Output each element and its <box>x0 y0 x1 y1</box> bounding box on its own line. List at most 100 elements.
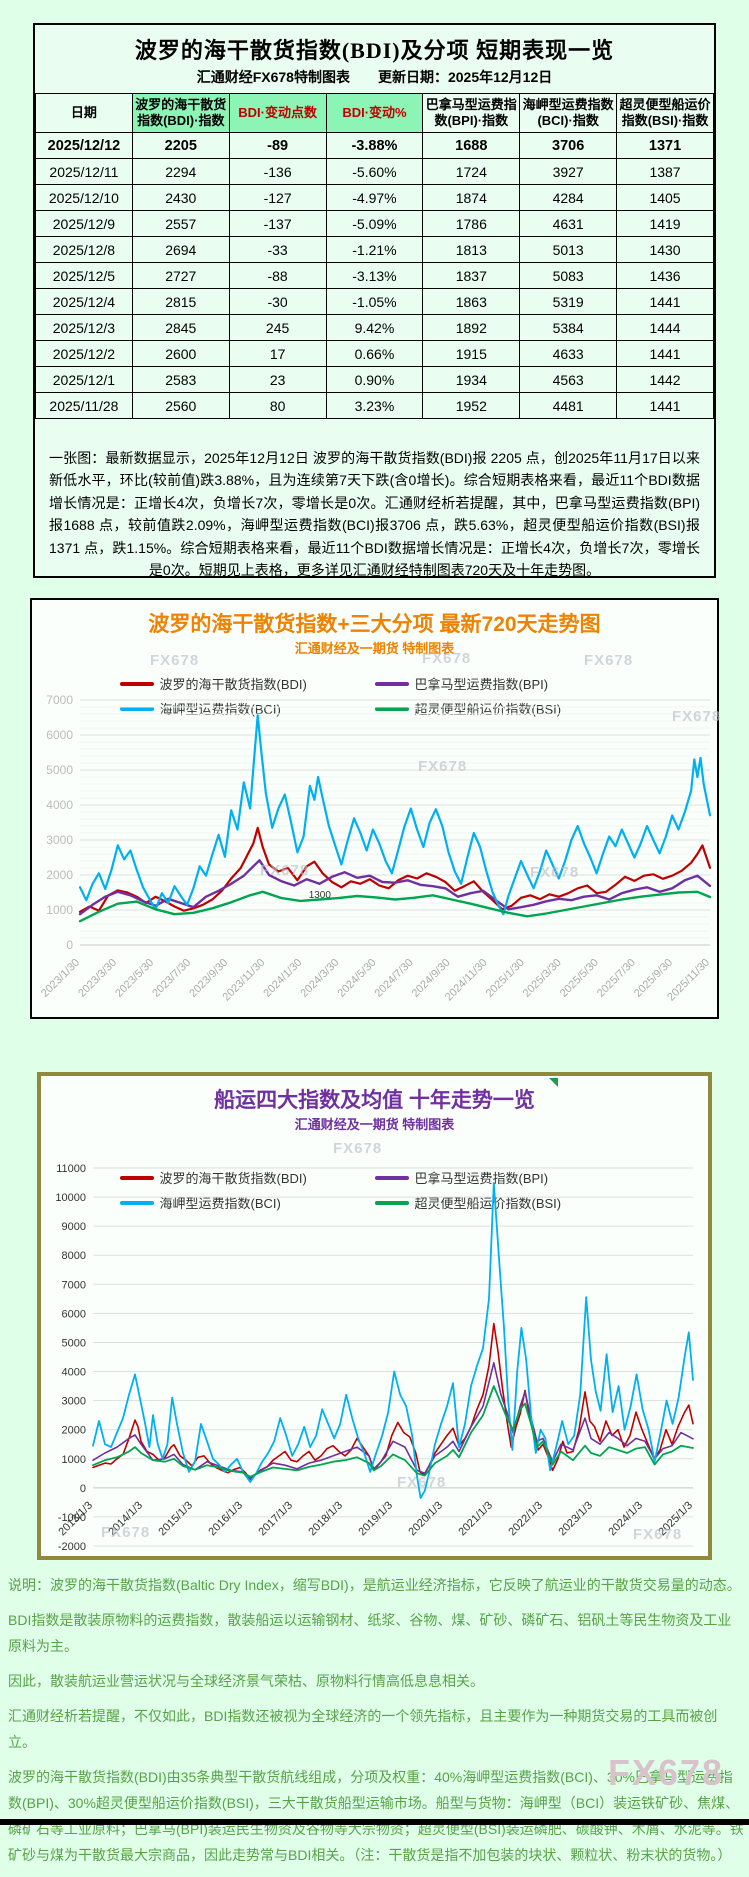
legend-swatch <box>119 1200 154 1205</box>
chart1-title: 波罗的海干散货指数+三大分项 最新720天走势图 <box>148 613 601 636</box>
table-cell: -1.05% <box>325 288 424 315</box>
svg-text:9000: 9000 <box>62 1221 86 1233</box>
svg-text:0: 0 <box>80 1483 86 1495</box>
table-cell: 2025/12/8 <box>35 236 133 263</box>
svg-text:2023/3/30: 2023/3/30 <box>76 957 119 1000</box>
table-cell: 1441 <box>616 288 714 315</box>
chart-720day-trend: 波罗的海干散货指数+三大分项 最新720天走势图 汇通财经及一期货 特制图表 波… <box>30 598 720 1019</box>
svg-text:10000: 10000 <box>55 1192 86 1204</box>
legend-item: 巴拿马型运费指数(BPI) <box>374 1168 630 1187</box>
svg-text:4000: 4000 <box>46 798 73 812</box>
column-header: 超灵便型船运价指数(BSI)·指数 <box>616 93 714 133</box>
table-cell: -1.21% <box>325 236 424 263</box>
table-cell: 2205 <box>131 132 230 159</box>
svg-text:2017/1/3: 2017/1/3 <box>256 1499 295 1538</box>
column-header: BDI·变动点数 <box>228 93 327 133</box>
svg-text:5000: 5000 <box>46 763 73 777</box>
svg-text:2022/1/3: 2022/1/3 <box>506 1499 545 1538</box>
table-row: 2025/12/2 2600 17 0.66% 1915 4633 1441 <box>35 340 714 367</box>
explanation-line: 因此，散装航运业营运状况与全球经济景气荣枯、原物料行情高低息息相关。 <box>8 1673 484 1689</box>
series-line <box>92 1182 694 1499</box>
table-cell: 1387 <box>616 158 714 185</box>
svg-text:3000: 3000 <box>46 833 73 847</box>
table-cell: 2557 <box>131 210 230 237</box>
svg-text:2024/1/30: 2024/1/30 <box>261 957 304 1000</box>
svg-text:7000: 7000 <box>46 693 73 707</box>
chart2-title: 船运四大指数及均值 十年走势一览 <box>214 1089 535 1112</box>
bottom-border <box>0 1819 749 1825</box>
table-cell: 5013 <box>519 236 618 263</box>
table-cell: 1915 <box>422 340 521 367</box>
table-cell: 2025/12/9 <box>35 210 133 237</box>
table-cell: 4633 <box>519 340 618 367</box>
table-row: 2025/12/8 2694 -33 -1.21% 1813 5013 1430 <box>35 236 714 263</box>
svg-text:2024/1/3: 2024/1/3 <box>606 1499 645 1538</box>
table-row: 2025/12/3 2845 245 9.42% 1892 5384 1444 <box>35 314 714 341</box>
table-cell: 1430 <box>616 236 714 263</box>
table-cell: 1444 <box>616 314 714 341</box>
chart2-legend: 波罗的海干散货指数(BDI) 巴拿马型运费指数(BPI) 海岬型运费指数(BCI) 超… <box>41 1168 708 1212</box>
table-cell: 1837 <box>422 262 521 289</box>
chart-10year-trend: 船运四大指数及均值 十年走势一览 汇通财经及一期货 特制图表 波罗的海干散货指数… <box>37 1072 712 1560</box>
column-header: 巴拿马型运费指数(BPI)·指数 <box>422 93 521 133</box>
table-row: 2025/12/9 2557 -137 -5.09% 1786 4631 1419 <box>35 210 714 237</box>
series-line <box>78 826 712 913</box>
svg-text:1300: 1300 <box>309 890 332 901</box>
series-line <box>92 1385 694 1478</box>
table-cell: 2025/12/10 <box>35 184 133 211</box>
table-cell: 2025/12/12 <box>35 132 133 159</box>
legend-swatch <box>374 706 409 711</box>
legend-label: 超灵便型船运价指数(BSI) <box>414 702 562 717</box>
legend-label: 超灵便型船运价指数(BSI) <box>414 1196 562 1211</box>
table-cell: 4631 <box>519 210 618 237</box>
table-cell: 2025/12/1 <box>35 366 133 393</box>
svg-text:2024/7/30: 2024/7/30 <box>373 957 416 1000</box>
svg-text:3000: 3000 <box>62 1396 86 1408</box>
table-cell: 2727 <box>131 262 230 289</box>
table-cell: 3.23% <box>325 392 424 419</box>
table-cell: 4563 <box>519 366 618 393</box>
corner-marker-icon <box>549 1078 558 1087</box>
legend-item: 超灵便型船运价指数(BSI) <box>374 699 630 718</box>
svg-text:1000: 1000 <box>46 903 73 917</box>
svg-text:6000: 6000 <box>62 1308 86 1320</box>
series-line <box>92 1362 694 1480</box>
legend-item: 海岬型运费指数(BCI) <box>119 699 375 718</box>
table-cell: 4284 <box>519 184 618 211</box>
table-row: 2025/12/10 2430 -127 -4.97% 1874 4284 1405 <box>35 184 714 211</box>
fx678-watermark: FX678 <box>608 1752 725 1793</box>
legend-label: 波罗的海干散货指数(BDI) <box>159 677 307 692</box>
table-cell: 1724 <box>422 158 521 185</box>
table-cell: -127 <box>228 184 327 211</box>
table-row: 2025/12/12 2205 -89 -3.88% 1688 3706 1371 <box>35 132 714 159</box>
table-cell: 3927 <box>519 158 618 185</box>
explanation-text: 说明：波罗的海干散货指数(Baltic Dry Index，缩写BDI)，是航运… <box>8 1572 745 1877</box>
table-cell: 2694 <box>131 236 230 263</box>
table-cell: 1952 <box>422 392 521 419</box>
bdi-short-term-panel: 波罗的海干散货指数(BDI)及分项 短期表现一览 汇通财经FX678特制图表 更新… <box>33 23 716 578</box>
svg-text:5000: 5000 <box>62 1337 86 1349</box>
chart1-legend: 波罗的海干散货指数(BDI) 巴拿马型运费指数(BPI) 海岬型运费指数(BCI) 超… <box>32 674 717 718</box>
column-header: 波罗的海干散货指数(BDI)·指数 <box>131 93 230 133</box>
table-row: 2025/11/28 2560 80 3.23% 1952 4481 1441 <box>35 392 714 419</box>
table-cell: -88 <box>228 262 327 289</box>
table-cell: 1441 <box>616 340 714 367</box>
svg-text:2000: 2000 <box>62 1425 86 1437</box>
svg-text:2025/1/3: 2025/1/3 <box>656 1499 695 1538</box>
svg-text:2018/1/3: 2018/1/3 <box>306 1499 345 1538</box>
table-cell: -137 <box>228 210 327 237</box>
table-row: 2025/12/11 2294 -136 -5.60% 1724 3927 1387 <box>35 158 714 185</box>
table-cell: 1874 <box>422 184 521 211</box>
svg-text:2024/3/30: 2024/3/30 <box>298 957 341 1000</box>
svg-text:8000: 8000 <box>62 1250 86 1262</box>
table-row: 2025/12/4 2815 -30 -1.05% 1863 5319 1441 <box>35 288 714 315</box>
table-cell: 2600 <box>131 340 230 367</box>
series-line <box>78 714 712 916</box>
table-cell: 2583 <box>131 366 230 393</box>
table-cell: 2025/12/11 <box>35 158 133 185</box>
legend-item: 波罗的海干散货指数(BDI) <box>119 674 375 693</box>
table-cell: 1892 <box>422 314 521 341</box>
table-row: 2025/12/1 2583 23 0.90% 1934 4563 1442 <box>35 366 714 393</box>
table-cell: 1442 <box>616 366 714 393</box>
explanation-line: BDI指数是散装原物料的运费指数，散装船运以运输钢材、纸浆、谷物、煤、矿砂、磷矿… <box>8 1612 732 1654</box>
